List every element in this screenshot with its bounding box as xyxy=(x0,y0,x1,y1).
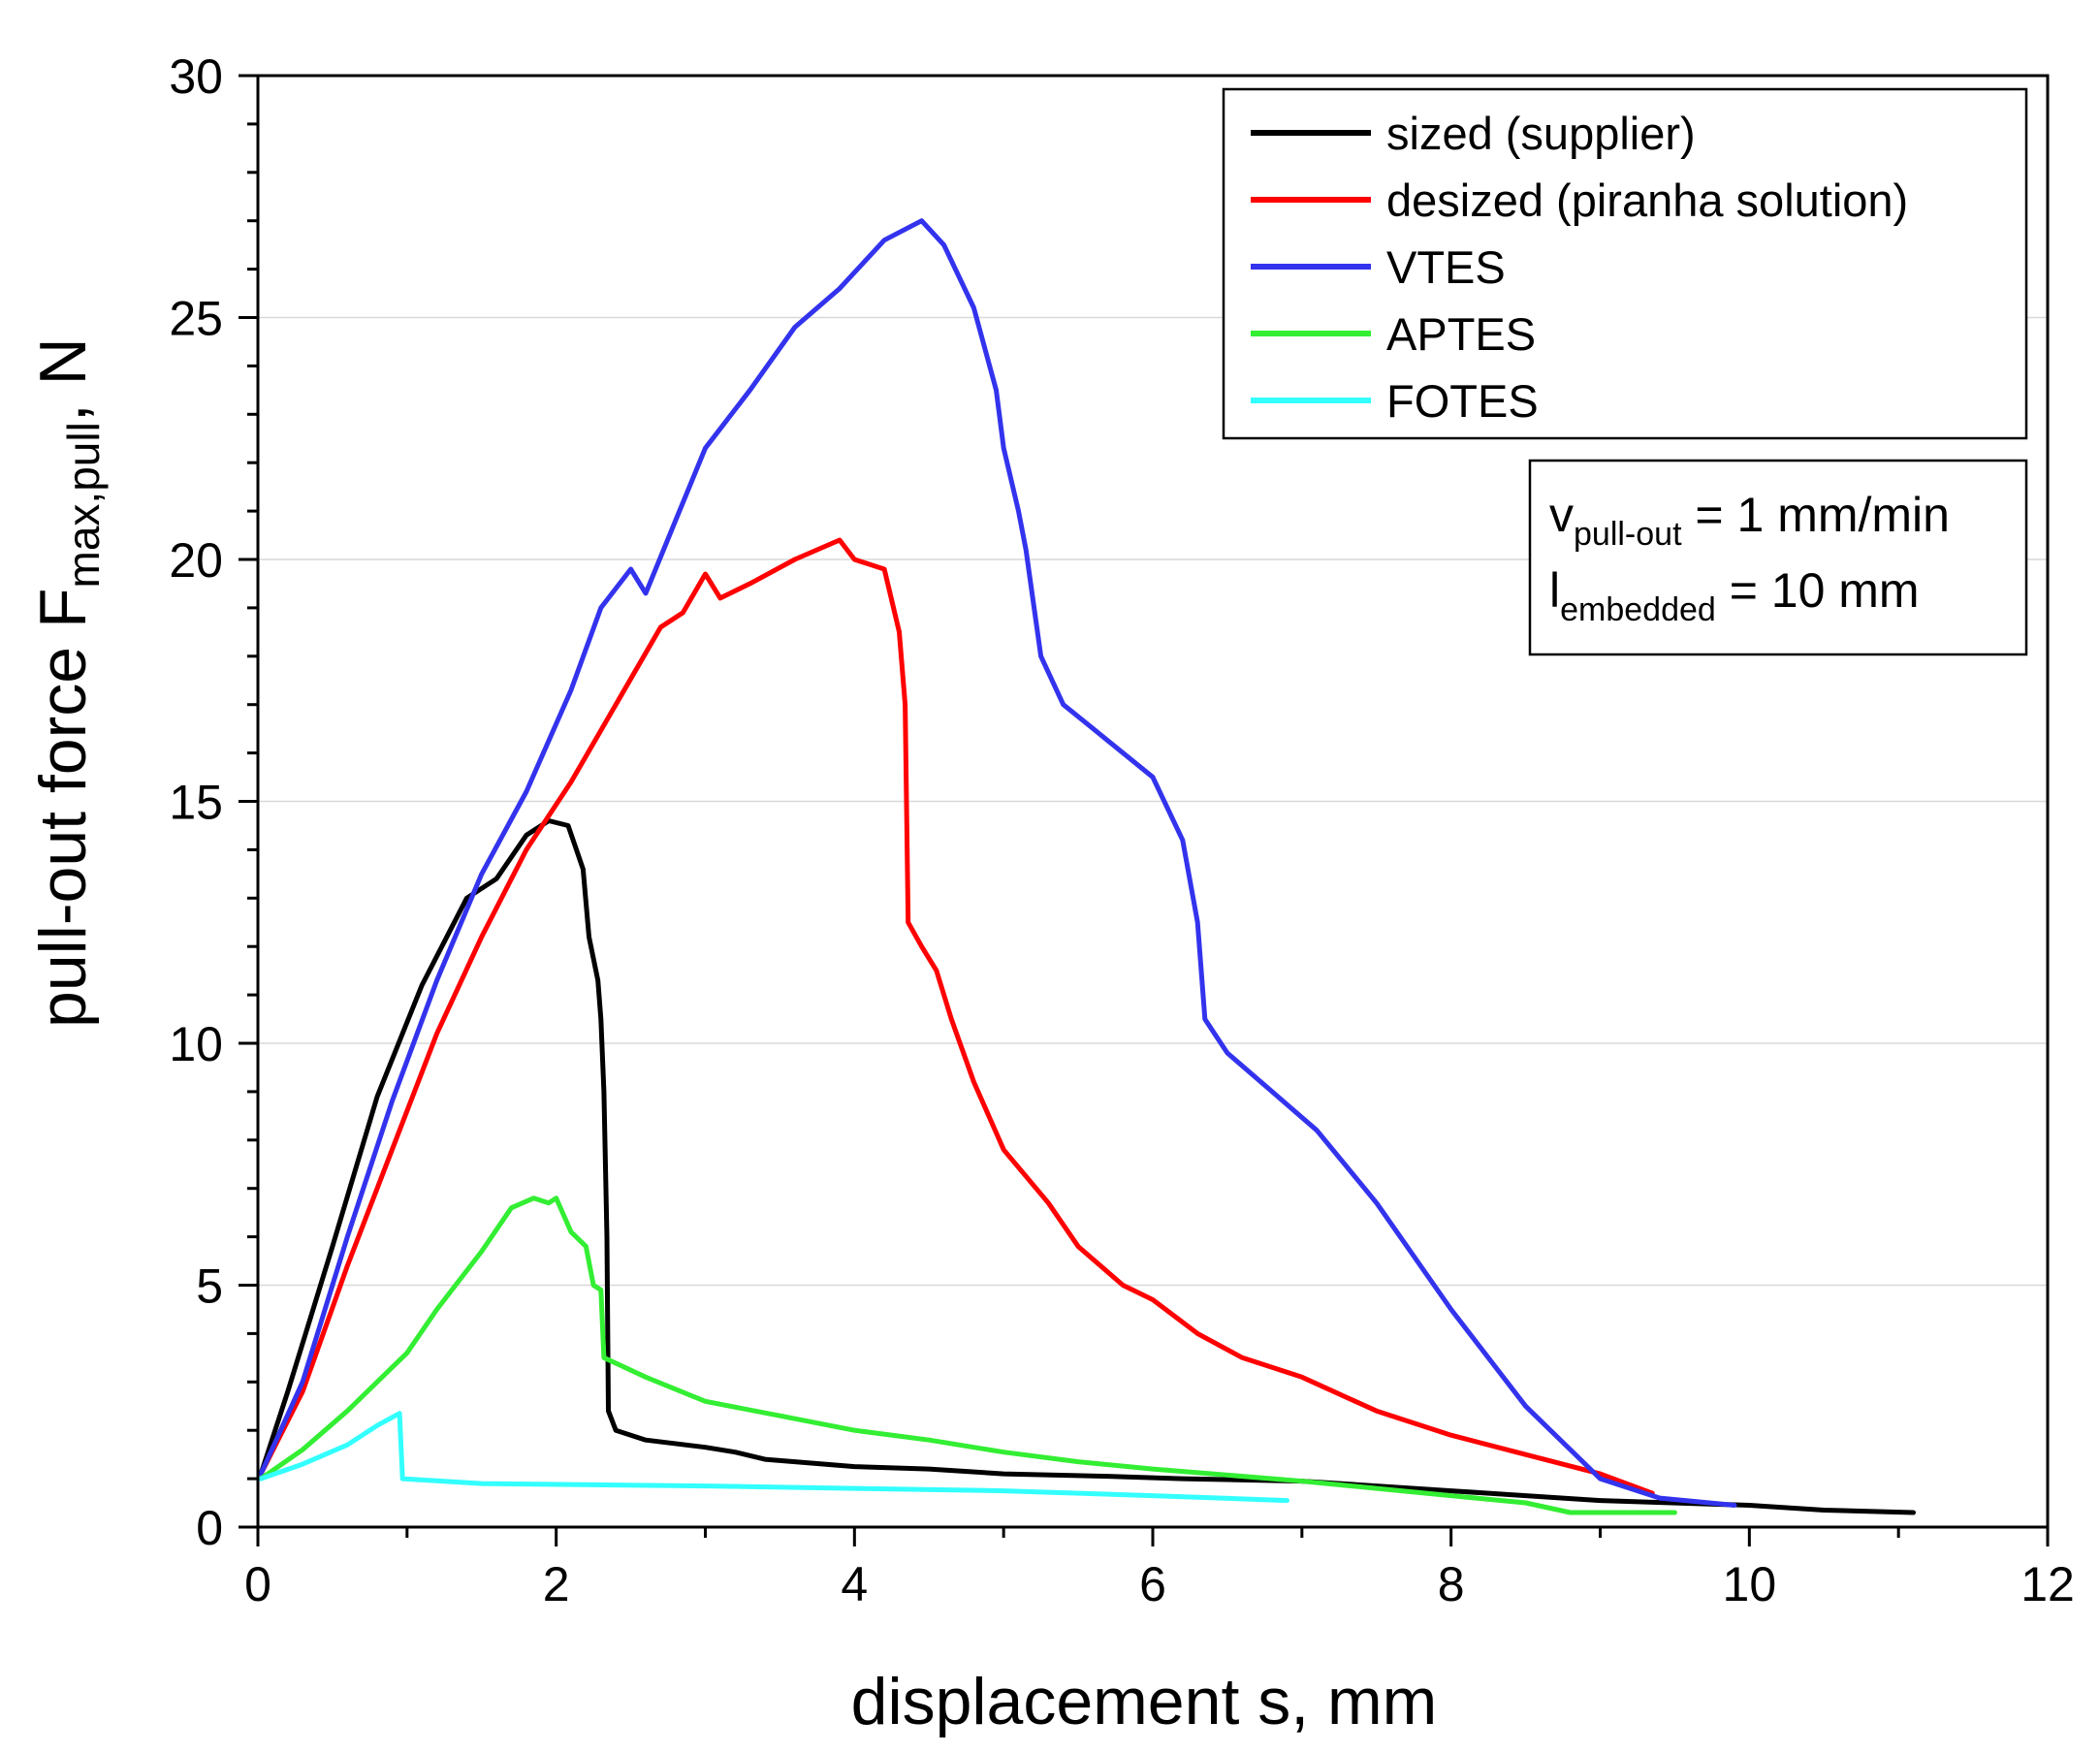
y-axis-title-main: pull-out force F xyxy=(26,588,100,1028)
series-line-aptes xyxy=(258,1195,1677,1515)
x-tick-label-3: 6 xyxy=(1139,1557,1166,1611)
y-tick-label-2: 10 xyxy=(169,1017,223,1071)
pull-out-speed-value: = 1 mm/min xyxy=(1682,488,1950,542)
y-tick-label-5: 25 xyxy=(169,292,223,346)
legend-label-aptes: APTES xyxy=(1386,308,1536,360)
legend: sized (supplier) desized (piranha soluti… xyxy=(1222,87,2028,440)
y-tick-label-3: 15 xyxy=(169,776,223,830)
series-line-fotes xyxy=(258,1411,1289,1504)
axes: 0 2 4 6 8 10 12 0 5 10 15 20 25 30 xyxy=(169,49,2074,1611)
pull-out-speed-sub: pull-out xyxy=(1574,516,1682,553)
y-axis-title-sub: max,pull xyxy=(58,422,109,588)
y-axis-title-unit: , N xyxy=(26,337,100,422)
x-tick-label-6: 12 xyxy=(2020,1557,2075,1611)
y-tick-label-6: 30 xyxy=(169,49,223,104)
x-tick-label-5: 10 xyxy=(1723,1557,1777,1611)
x-tick-label-0: 0 xyxy=(244,1557,271,1611)
y-tick-label-1: 5 xyxy=(196,1259,223,1314)
x-axis-title: displacement s, mm xyxy=(851,1665,1438,1738)
legend-label-fotes: FOTES xyxy=(1386,375,1539,427)
embedded-length-label: lembedded = 10 mm xyxy=(1549,563,1920,628)
series-line-vtes xyxy=(258,218,1737,1508)
embedded-length-symbol: l xyxy=(1549,563,1560,618)
data-series xyxy=(258,218,1916,1515)
x-tick-label-2: 4 xyxy=(841,1557,868,1611)
series-line-desized xyxy=(258,537,1655,1496)
legend-label-sized: sized (supplier) xyxy=(1386,108,1696,159)
legend-label-desized: desized (piranha solution) xyxy=(1386,175,1908,226)
y-axis-title: pull-out force Fmax,pull, N xyxy=(26,337,109,1028)
pull-out-speed-label: vpull-out = 1 mm/min xyxy=(1549,488,1950,553)
x-tick-label-4: 8 xyxy=(1438,1557,1465,1611)
x-tick-label-1: 2 xyxy=(543,1557,570,1611)
legend-label-vtes: VTES xyxy=(1386,241,1506,293)
embedded-length-sub: embedded xyxy=(1560,591,1716,628)
y-tick-label-0: 0 xyxy=(196,1501,223,1555)
annotation-box xyxy=(1528,459,2028,656)
parameter-annotation: vpull-out = 1 mm/min lembedded = 10 mm xyxy=(1528,459,2028,656)
pull-out-speed-symbol: v xyxy=(1549,488,1574,542)
embedded-length-value: = 10 mm xyxy=(1716,563,1920,618)
y-tick-label-4: 20 xyxy=(169,533,223,588)
